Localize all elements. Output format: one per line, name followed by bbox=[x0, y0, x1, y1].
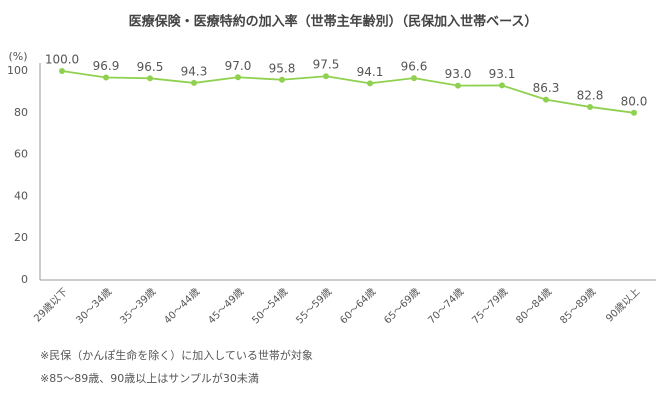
value-label: 80.0 bbox=[621, 94, 648, 108]
x-tick-label: 70～74歳 bbox=[426, 286, 467, 327]
value-label: 95.8 bbox=[269, 61, 296, 75]
chart-title: 医療保険・医療特約の加入率（世帯主年齢別）（民保加入世帯ベース） bbox=[129, 14, 538, 30]
value-label: 96.6 bbox=[401, 60, 428, 74]
marker bbox=[367, 80, 373, 87]
marker bbox=[59, 68, 65, 74]
x-tick-label: 29歳以下 bbox=[32, 286, 71, 325]
x-tick-label: 50～54歳 bbox=[250, 286, 291, 327]
value-label: 97.5 bbox=[313, 58, 340, 72]
value-label: 96.5 bbox=[137, 60, 164, 74]
y-axis-label: (%) bbox=[8, 50, 27, 63]
note: ※民保（かんぽ生命を除く）に加入している世帯が対象 bbox=[40, 348, 313, 362]
line bbox=[61, 70, 635, 114]
y-tick-label: 60 bbox=[14, 148, 28, 161]
y-tick-label: 40 bbox=[14, 189, 28, 202]
value-label: 94.3 bbox=[181, 64, 208, 78]
note: ※85～89歳、90歳以上はサンプルが30未満 bbox=[40, 371, 259, 385]
value-label: 94.1 bbox=[357, 65, 384, 79]
value-label: 100.0 bbox=[45, 53, 79, 67]
marker bbox=[499, 82, 505, 89]
x-tick-label: 75～79歳 bbox=[470, 286, 511, 327]
y-tick-label: 80 bbox=[14, 106, 28, 119]
marker bbox=[587, 103, 593, 110]
marker bbox=[323, 73, 329, 80]
x-tick-label: 35～39歳 bbox=[118, 286, 159, 327]
marker bbox=[543, 96, 549, 103]
marker bbox=[411, 75, 417, 82]
marker bbox=[191, 79, 197, 86]
x-tick-label: 80～84歳 bbox=[514, 286, 555, 327]
y-tick-label: 20 bbox=[14, 231, 28, 244]
value-label: 96.9 bbox=[93, 59, 120, 73]
value-label: 82.8 bbox=[577, 88, 604, 102]
marker bbox=[279, 76, 285, 83]
marker bbox=[147, 75, 153, 82]
x-tick-label: 65～69歳 bbox=[382, 286, 423, 327]
marker bbox=[103, 74, 109, 81]
value-label: 93.0 bbox=[445, 67, 472, 81]
x-tick-label: 85～89歳 bbox=[558, 286, 599, 327]
marker bbox=[235, 74, 241, 81]
x-tick-label: 30～34歳 bbox=[74, 286, 115, 327]
value-label: 86.3 bbox=[533, 81, 560, 95]
y-tick-label: 0 bbox=[21, 273, 28, 286]
value-label: 93.1 bbox=[489, 67, 516, 81]
y-tick-label: 100 bbox=[7, 64, 28, 77]
marker bbox=[455, 82, 461, 89]
x-tick-label: 40～44歳 bbox=[162, 286, 203, 327]
x-tick-label: 60～64歳 bbox=[338, 286, 379, 327]
x-tick-label: 90歳以上 bbox=[604, 286, 643, 325]
x-tick-label: 45～49歳 bbox=[206, 286, 247, 327]
marker bbox=[631, 109, 637, 116]
value-label: 97.0 bbox=[225, 59, 252, 73]
x-tick-label: 55～59歳 bbox=[294, 286, 335, 327]
